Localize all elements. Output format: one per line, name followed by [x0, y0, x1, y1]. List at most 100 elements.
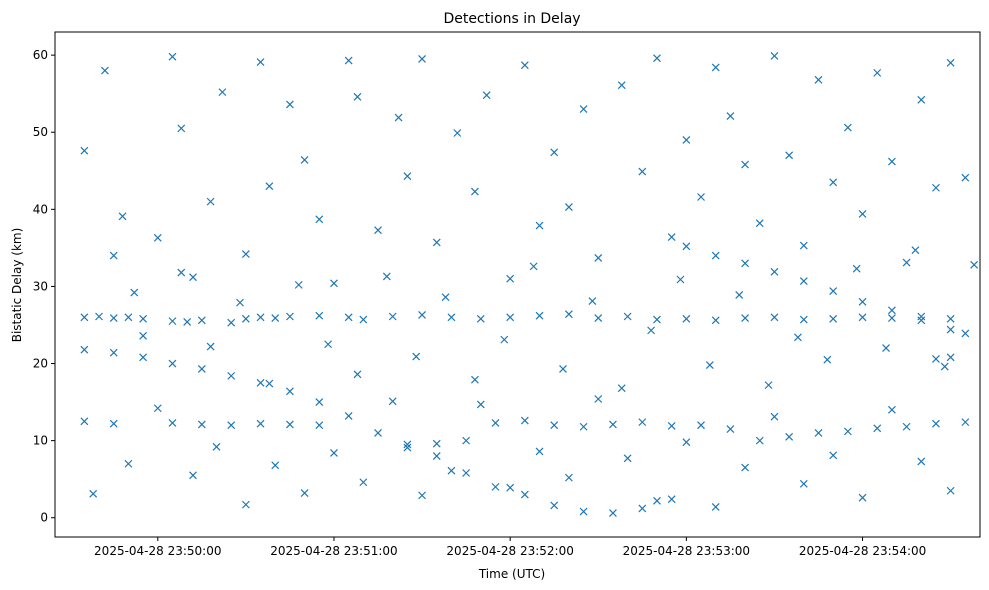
- data-point: [917, 457, 926, 466]
- data-point: [741, 160, 750, 169]
- data-point: [206, 342, 215, 351]
- data-point: [403, 172, 412, 181]
- data-point: [653, 54, 661, 63]
- data-point: [285, 420, 294, 429]
- data-point: [711, 316, 720, 325]
- data-point: [858, 297, 867, 306]
- data-point: [315, 421, 324, 430]
- data-point: [873, 68, 882, 77]
- x-tick-label: 2025-04-28 23:53:00: [623, 544, 750, 558]
- data-point: [711, 251, 720, 260]
- data-point: [917, 95, 926, 104]
- data-point: [256, 419, 265, 428]
- data-point: [491, 418, 500, 427]
- data-point: [470, 187, 479, 196]
- data-point: [324, 340, 333, 349]
- data-point: [206, 197, 215, 206]
- data-point: [212, 442, 221, 451]
- data-point: [412, 352, 421, 361]
- data-point: [873, 424, 882, 433]
- data-point: [177, 268, 186, 277]
- data-point: [638, 418, 647, 427]
- data-point: [109, 314, 118, 322]
- data-point: [168, 418, 177, 427]
- data-point: [799, 241, 808, 250]
- data-point: [858, 210, 867, 218]
- chart-title: Detections in Delay: [443, 11, 580, 27]
- data-point: [932, 354, 940, 363]
- data-point: [418, 491, 426, 500]
- data-point: [682, 136, 691, 144]
- data-point: [887, 157, 896, 166]
- data-point: [374, 226, 382, 235]
- data-point: [447, 466, 456, 475]
- data-point: [882, 344, 890, 353]
- data-point: [653, 496, 661, 505]
- marker-layer: [80, 51, 979, 518]
- data-point: [432, 452, 441, 460]
- data-point: [594, 314, 603, 322]
- data-point: [770, 267, 779, 276]
- data-point: [697, 193, 705, 201]
- data-point: [462, 436, 471, 445]
- data-point: [197, 316, 206, 325]
- data-point: [271, 314, 280, 322]
- data-point: [785, 151, 794, 160]
- data-point: [432, 439, 441, 448]
- data-point: [755, 436, 764, 445]
- data-point: [829, 451, 838, 460]
- data-point: [418, 311, 426, 319]
- data-point: [770, 51, 779, 60]
- data-point: [682, 314, 691, 323]
- data-point: [667, 233, 676, 242]
- data-point: [617, 384, 626, 393]
- data-point: [482, 91, 491, 100]
- data-point: [394, 113, 403, 122]
- y-axis-label: Bistatic Delay (km): [10, 228, 24, 343]
- data-point: [189, 471, 197, 480]
- data-point: [315, 215, 324, 224]
- x-tick-label: 2025-04-28 23:51:00: [270, 544, 397, 558]
- data-point: [814, 75, 823, 84]
- data-point: [109, 348, 118, 357]
- data-point: [711, 503, 720, 511]
- data-point: [80, 313, 89, 322]
- data-point: [344, 56, 353, 65]
- data-point: [579, 422, 588, 431]
- data-point: [529, 262, 538, 271]
- data-point: [667, 422, 676, 430]
- data-point: [535, 447, 544, 456]
- x-axis-ticks: 2025-04-28 23:50:00 2025-04-28 23:51:00 20…: [94, 537, 926, 558]
- data-point: [653, 315, 661, 324]
- data-point: [374, 428, 382, 437]
- data-point: [315, 398, 324, 407]
- y-tick-label: 40: [33, 202, 48, 216]
- data-point: [852, 264, 861, 273]
- data-point: [676, 275, 685, 284]
- data-point: [770, 313, 779, 322]
- data-point: [735, 290, 744, 299]
- x-axis-label: Time (UTC): [478, 567, 545, 581]
- data-point: [256, 313, 265, 322]
- data-point: [535, 221, 544, 230]
- data-point: [799, 479, 808, 488]
- data-point: [95, 312, 103, 321]
- data-point: [902, 258, 911, 267]
- data-point: [359, 315, 368, 324]
- data-point: [638, 504, 647, 513]
- data-point: [241, 500, 250, 509]
- data-point: [300, 489, 309, 497]
- data-point: [520, 490, 529, 499]
- data-point: [594, 395, 603, 403]
- data-point: [917, 316, 926, 325]
- data-point: [961, 418, 970, 427]
- data-point: [388, 397, 397, 406]
- x-tick-label: 2025-04-28 23:54:00: [799, 544, 926, 558]
- data-point: [961, 173, 970, 182]
- data-point: [799, 315, 808, 324]
- data-point: [638, 167, 647, 176]
- data-point: [946, 314, 955, 323]
- data-point: [124, 459, 133, 468]
- data-point: [741, 314, 750, 322]
- data-point: [520, 61, 529, 70]
